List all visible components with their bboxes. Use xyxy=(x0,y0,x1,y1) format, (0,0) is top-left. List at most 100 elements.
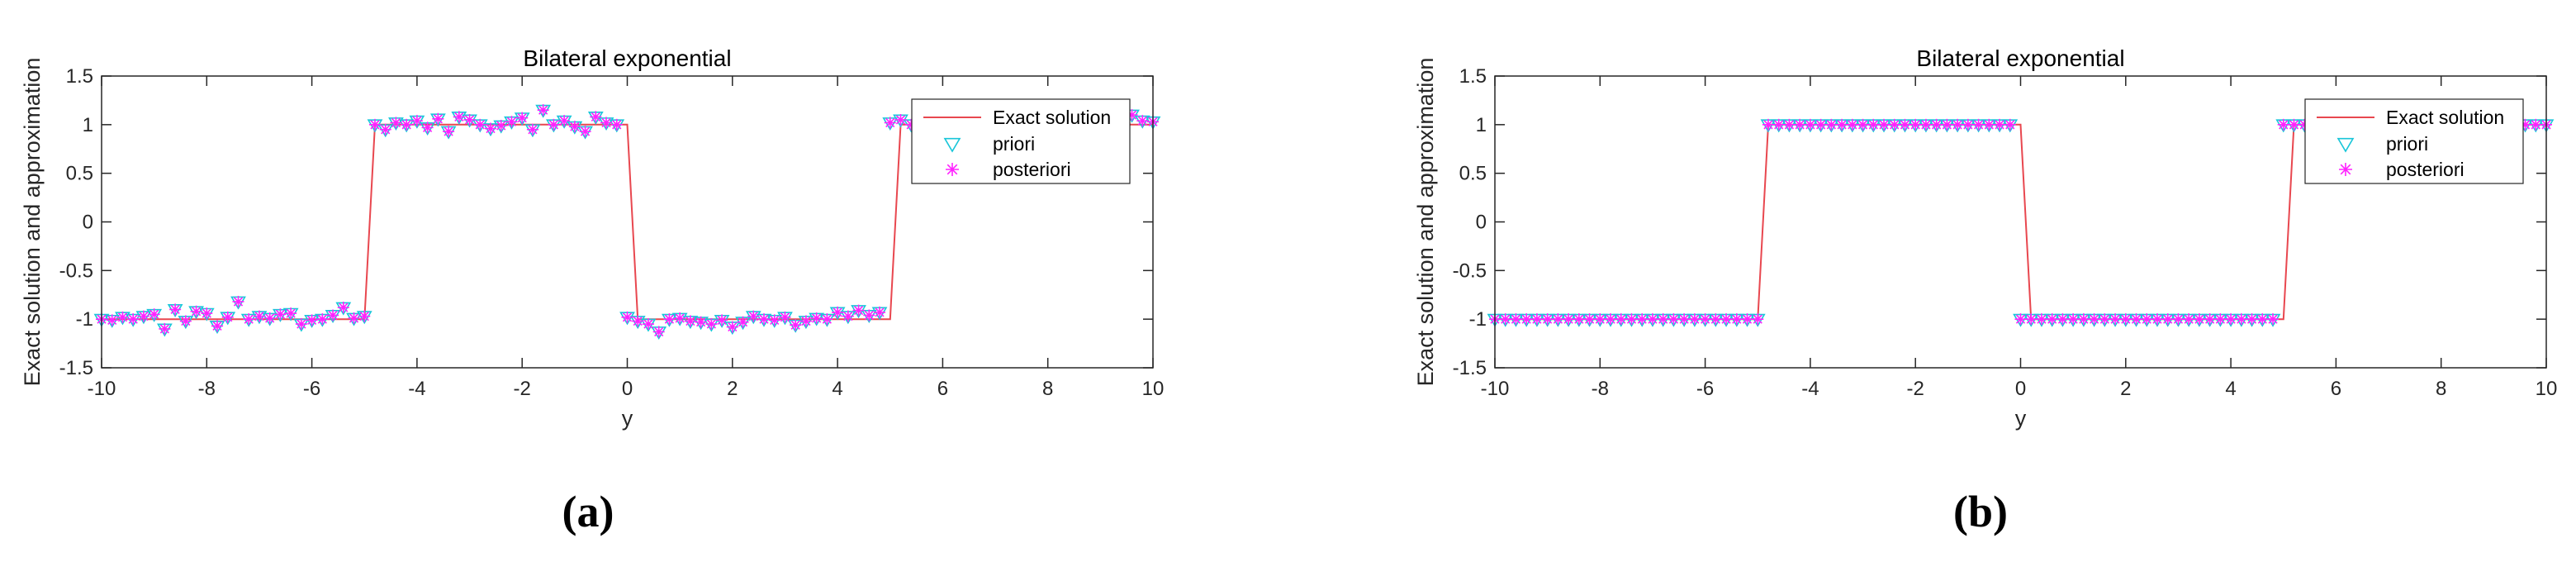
posteriori-point xyxy=(884,117,896,129)
posteriori-point xyxy=(790,319,802,331)
posteriori-point xyxy=(2119,313,2132,326)
posteriori-point xyxy=(537,104,549,117)
posteriori-point xyxy=(410,115,423,127)
posteriori-point xyxy=(2246,313,2258,326)
posteriori-point xyxy=(190,305,202,317)
y-tick-label: 1.5 xyxy=(1459,65,1487,88)
posteriori-point xyxy=(116,311,129,323)
posteriori-point xyxy=(2025,313,2038,326)
x-axis-label: y xyxy=(622,406,633,431)
posteriori-point xyxy=(106,314,118,326)
caption-b: (b) xyxy=(1953,487,2008,536)
posteriori-point xyxy=(1657,313,1669,326)
posteriori-point xyxy=(610,118,623,131)
posteriori-point xyxy=(2267,313,2279,326)
posteriori-point xyxy=(1594,313,1606,326)
posteriori-point xyxy=(1972,118,1985,131)
posteriori-point xyxy=(485,122,497,135)
posteriori-point xyxy=(474,118,486,131)
posteriori-point xyxy=(2172,313,2185,326)
posteriori-point xyxy=(348,312,360,324)
posteriori-point xyxy=(211,320,224,332)
x-tick-label: 0 xyxy=(622,378,633,400)
posteriori-point xyxy=(1804,118,1816,131)
posteriori-point xyxy=(695,316,707,328)
posteriori-point xyxy=(1625,313,1638,326)
posteriori-point xyxy=(2277,118,2289,131)
posteriori-point xyxy=(2046,313,2058,326)
posteriori-point xyxy=(306,314,318,326)
posteriori-point xyxy=(684,315,696,327)
posteriori-point xyxy=(1919,118,1932,131)
y-tick-label: -1.5 xyxy=(59,357,93,379)
series-exact-solution-line xyxy=(1495,123,2546,321)
posteriori-point xyxy=(1615,313,1627,326)
posteriori-point xyxy=(842,310,854,322)
posteriori-point xyxy=(2288,118,2300,131)
legend-posteriori-swatch xyxy=(2339,163,2352,176)
posteriori-point xyxy=(799,315,812,327)
posteriori-point xyxy=(779,311,791,323)
posteriori-point xyxy=(663,313,676,326)
posteriori-point xyxy=(2214,313,2227,326)
posteriori-point xyxy=(716,314,728,326)
posteriori-point xyxy=(1136,115,1149,127)
posteriori-point xyxy=(148,308,160,321)
posteriori-point xyxy=(2204,313,2216,326)
x-tick-label: 10 xyxy=(1142,378,1165,400)
posteriori-point xyxy=(1530,313,1543,326)
posteriori-point xyxy=(2035,313,2047,326)
caption-a: (a) xyxy=(562,487,614,536)
posteriori-point xyxy=(516,112,529,124)
legend-priori-swatch xyxy=(943,137,961,153)
y-tick-label: 1 xyxy=(1476,114,1487,136)
posteriori-point xyxy=(1888,118,1900,131)
posteriori-point xyxy=(2161,313,2174,326)
posteriori-point xyxy=(1646,313,1658,326)
posteriori-point xyxy=(590,111,602,123)
posteriori-point xyxy=(495,120,507,132)
posteriori-point xyxy=(1552,313,1564,326)
posteriori-point xyxy=(579,126,591,138)
y-tick-label: -0.5 xyxy=(59,260,93,282)
posteriori-point xyxy=(243,313,255,326)
posteriori-point xyxy=(810,312,823,324)
legend-posteriori-swatch xyxy=(946,163,959,176)
posteriori-point xyxy=(1762,118,1774,131)
posteriori-point xyxy=(1710,313,1722,326)
posteriori-point xyxy=(2298,118,2311,131)
x-tick-label: 6 xyxy=(937,378,948,400)
posteriori-point xyxy=(2183,313,2195,326)
posteriori-point xyxy=(652,326,665,338)
posteriori-point xyxy=(337,302,349,314)
axes-box xyxy=(1494,75,2547,369)
legend-priori-swatch xyxy=(2336,137,2355,153)
y-tick-label: 0.5 xyxy=(66,163,93,185)
posteriori-point xyxy=(1563,313,1575,326)
posteriori-point xyxy=(1678,313,1691,326)
x-tick-label: -8 xyxy=(1592,378,1609,400)
posteriori-point xyxy=(1941,118,1953,131)
posteriori-point xyxy=(1930,118,1943,131)
x-tick-label: -10 xyxy=(88,378,116,400)
posteriori-point xyxy=(726,321,738,333)
posteriori-point xyxy=(1857,118,1869,131)
x-tick-label: 8 xyxy=(1042,378,1053,400)
posteriori-point xyxy=(1794,118,1806,131)
x-tick-label: -2 xyxy=(1907,378,1924,400)
posteriori-point xyxy=(2014,313,2027,326)
y-tick-label: -1 xyxy=(76,308,93,331)
y-axis-label: Exact solution and approximation xyxy=(1413,58,1438,387)
posteriori-point xyxy=(2109,313,2122,326)
legend-entry: Exact solution xyxy=(993,107,1111,128)
posteriori-point xyxy=(1846,118,1858,131)
posteriori-point xyxy=(1583,313,1596,326)
posteriori-point xyxy=(747,310,760,322)
posteriori-point xyxy=(558,115,571,127)
posteriori-point xyxy=(905,118,918,131)
posteriori-point xyxy=(2151,313,2163,326)
posteriori-point xyxy=(1636,313,1649,326)
posteriori-point xyxy=(137,310,149,322)
posteriori-point xyxy=(1688,313,1701,326)
posteriori-point xyxy=(2519,118,2531,131)
